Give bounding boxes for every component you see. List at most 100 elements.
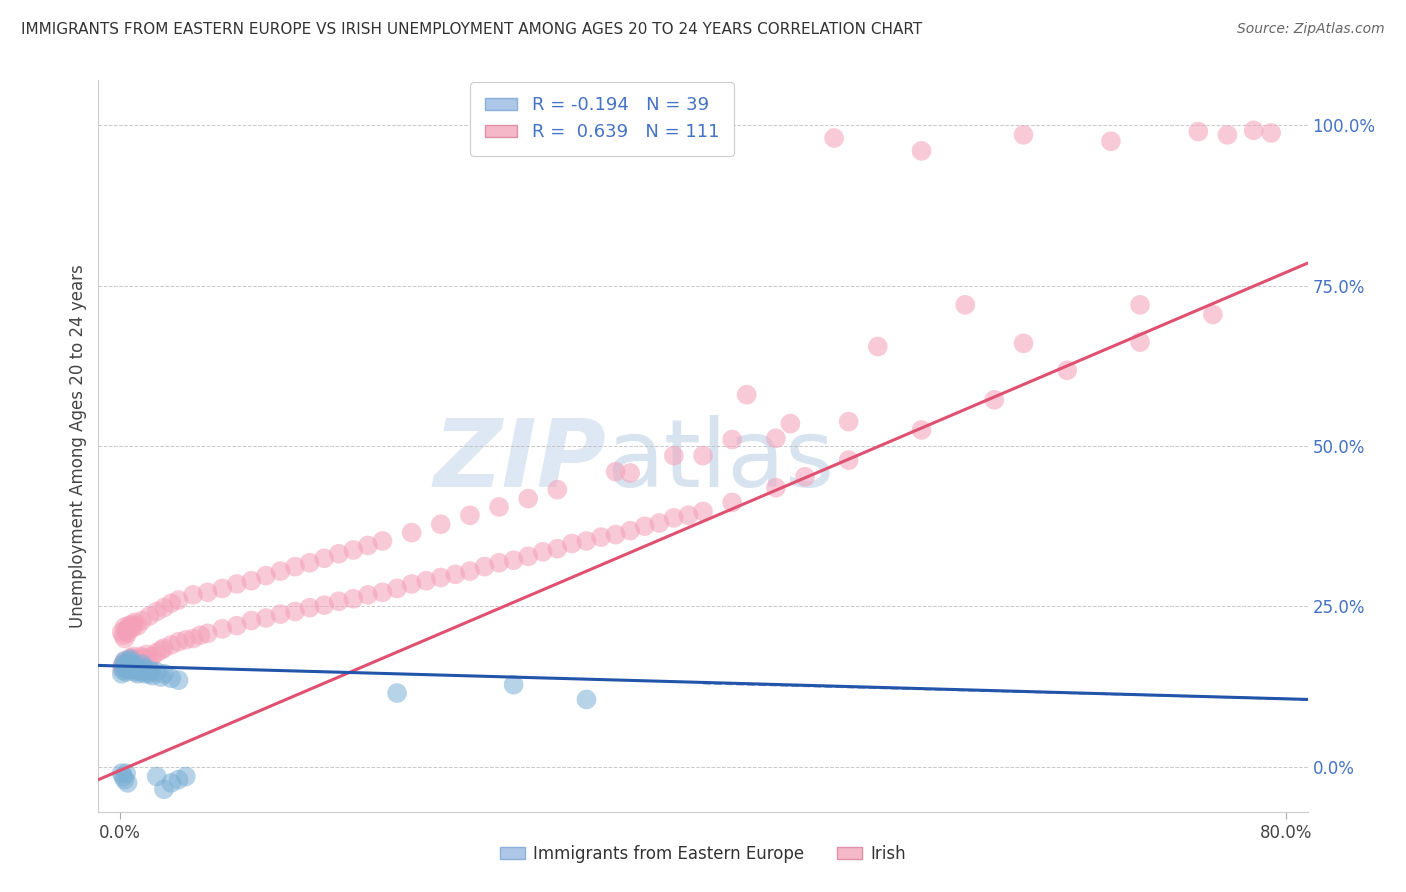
Point <box>132 664 155 678</box>
Point <box>139 664 162 678</box>
Point <box>1260 126 1282 140</box>
Point <box>721 495 744 509</box>
Point <box>474 559 496 574</box>
Point <box>167 772 190 787</box>
Point <box>619 466 641 480</box>
Point <box>488 556 510 570</box>
Point <box>138 666 160 681</box>
Point <box>1099 134 1122 148</box>
Point <box>118 654 141 668</box>
Point <box>115 658 138 673</box>
Point <box>517 549 540 564</box>
Point <box>298 556 321 570</box>
Point <box>458 564 481 578</box>
Point <box>444 567 467 582</box>
Point <box>121 652 143 666</box>
Point <box>145 646 167 660</box>
Point <box>342 543 364 558</box>
Point <box>765 431 787 445</box>
Point <box>160 638 183 652</box>
Point <box>127 618 149 632</box>
Point <box>117 622 139 636</box>
Point <box>111 625 134 640</box>
Point <box>401 577 423 591</box>
Point <box>141 669 163 683</box>
Point <box>605 527 627 541</box>
Point <box>118 618 141 632</box>
Point <box>955 298 977 312</box>
Point <box>111 660 134 674</box>
Point <box>385 582 408 596</box>
Point <box>136 665 159 679</box>
Point <box>385 686 408 700</box>
Point <box>132 650 155 665</box>
Point <box>692 449 714 463</box>
Point <box>342 591 364 606</box>
Point <box>765 481 787 495</box>
Point <box>240 614 263 628</box>
Point <box>401 525 423 540</box>
Point <box>127 652 149 666</box>
Point <box>114 660 136 674</box>
Point <box>190 628 212 642</box>
Point <box>124 654 146 668</box>
Point <box>415 574 437 588</box>
Point <box>167 673 190 688</box>
Point <box>531 545 554 559</box>
Point <box>128 662 150 676</box>
Point <box>225 618 247 632</box>
Point <box>678 508 700 523</box>
Point <box>124 658 146 673</box>
Point <box>114 632 136 646</box>
Point <box>211 622 233 636</box>
Point <box>181 588 204 602</box>
Point <box>211 582 233 596</box>
Point <box>167 634 190 648</box>
Point <box>112 657 135 672</box>
Point <box>1216 128 1239 142</box>
Point <box>115 624 138 638</box>
Point <box>314 551 336 566</box>
Point <box>167 593 190 607</box>
Point <box>114 620 136 634</box>
Y-axis label: Unemployment Among Ages 20 to 24 years: Unemployment Among Ages 20 to 24 years <box>69 264 87 628</box>
Point <box>117 656 139 670</box>
Point <box>129 665 152 679</box>
Point <box>145 665 167 679</box>
Point <box>153 600 176 615</box>
Point <box>174 632 197 647</box>
Point <box>115 665 138 679</box>
Point <box>866 340 889 354</box>
Point <box>605 465 627 479</box>
Point <box>160 776 183 790</box>
Point <box>1129 298 1152 312</box>
Point <box>662 449 685 463</box>
Point <box>124 615 146 630</box>
Point <box>458 508 481 523</box>
Point <box>197 585 219 599</box>
Point <box>1187 125 1209 139</box>
Point <box>357 588 380 602</box>
Point <box>371 533 394 548</box>
Point <box>517 491 540 506</box>
Text: IMMIGRANTS FROM EASTERN EUROPE VS IRISH UNEMPLOYMENT AMONG AGES 20 TO 24 YEARS C: IMMIGRANTS FROM EASTERN EUROPE VS IRISH … <box>21 22 922 37</box>
Point <box>120 658 142 673</box>
Point <box>120 652 142 666</box>
Point <box>575 692 598 706</box>
Point <box>121 662 143 676</box>
Point <box>1243 123 1265 137</box>
Point <box>225 577 247 591</box>
Point <box>115 658 138 673</box>
Point <box>153 641 176 656</box>
Point <box>153 782 176 797</box>
Point <box>121 617 143 632</box>
Point <box>112 657 135 672</box>
Point <box>546 483 568 497</box>
Point <box>634 519 657 533</box>
Point <box>122 620 145 634</box>
Point <box>546 541 568 556</box>
Point <box>127 666 149 681</box>
Point <box>129 649 152 664</box>
Point <box>135 662 157 676</box>
Point <box>357 538 380 552</box>
